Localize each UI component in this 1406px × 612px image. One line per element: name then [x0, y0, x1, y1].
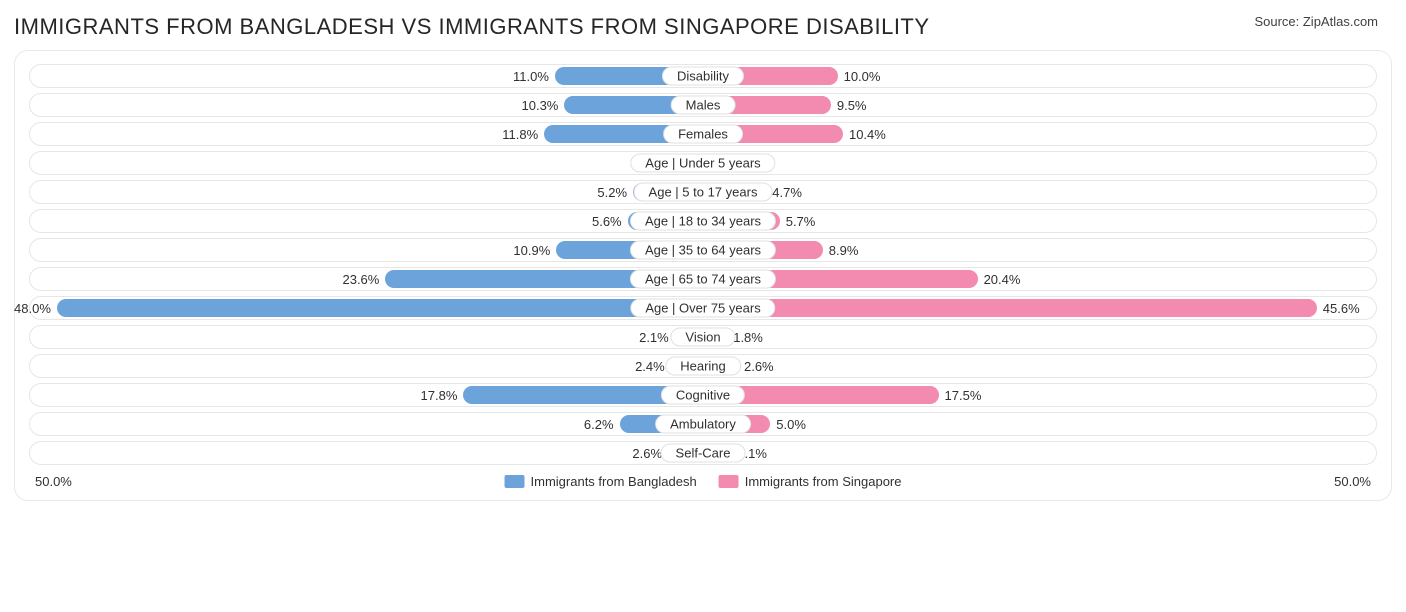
legend-swatch-left	[505, 475, 525, 488]
value-label-right: 9.5%	[831, 94, 867, 116]
legend: Immigrants from Bangladesh Immigrants fr…	[505, 474, 902, 489]
category-label: Ambulatory	[655, 415, 751, 434]
category-label: Age | Over 75 years	[630, 299, 775, 318]
legend-item-left: Immigrants from Bangladesh	[505, 474, 697, 489]
value-label-left: 2.1%	[639, 326, 675, 348]
diverging-bar-chart: 11.0%10.0%Disability10.3%9.5%Males11.8%1…	[14, 50, 1392, 501]
category-label: Cognitive	[661, 386, 745, 405]
value-label-right: 2.6%	[738, 355, 774, 377]
value-label-left: 10.3%	[522, 94, 565, 116]
category-label: Age | 5 to 17 years	[634, 183, 773, 202]
value-label-left: 5.6%	[592, 210, 628, 232]
chart-row: 2.4%2.6%Hearing	[29, 354, 1377, 378]
bar-right	[703, 299, 1317, 317]
axis-max-left: 50.0%	[35, 474, 72, 489]
value-label-left: 48.0%	[14, 297, 57, 319]
chart-row: 0.85%1.1%Age | Under 5 years	[29, 151, 1377, 175]
value-label-left: 17.8%	[421, 384, 464, 406]
value-label-right: 5.7%	[780, 210, 816, 232]
chart-row: 2.6%2.1%Self-Care	[29, 441, 1377, 465]
category-label: Females	[663, 125, 743, 144]
chart-row: 5.2%4.7%Age | 5 to 17 years	[29, 180, 1377, 204]
chart-row: 10.9% 8.9% Age | 35 to 64 years	[29, 238, 1377, 262]
category-label: Age | 18 to 34 years	[630, 212, 776, 231]
category-label: Disability	[662, 67, 744, 86]
category-label: Age | 65 to 74 years	[630, 270, 776, 289]
legend-item-right: Immigrants from Singapore	[719, 474, 902, 489]
value-label-right: 45.6%	[1317, 297, 1360, 319]
chart-row: 23.6% 20.4% Age | 65 to 74 years	[29, 267, 1377, 291]
value-label-right: 5.0%	[770, 413, 806, 435]
category-label: Hearing	[665, 357, 741, 376]
chart-row: 6.2% 5.0% Ambulatory	[29, 412, 1377, 436]
category-label: Males	[671, 96, 736, 115]
legend-label-right: Immigrants from Singapore	[745, 474, 902, 489]
chart-row: 2.1%1.8%Vision	[29, 325, 1377, 349]
category-label: Age | Under 5 years	[630, 154, 775, 173]
value-label-right: 17.5%	[939, 384, 982, 406]
header: IMMIGRANTS FROM BANGLADESH VS IMMIGRANTS…	[0, 0, 1406, 46]
value-label-left: 11.8%	[502, 123, 544, 145]
chart-row: 48.0%45.6%Age | Over 75 years	[29, 296, 1377, 320]
bar-left	[57, 299, 703, 317]
value-label-right: 8.9%	[823, 239, 859, 261]
value-label-left: 23.6%	[342, 268, 385, 290]
value-label-left: 6.2%	[584, 413, 620, 435]
value-label-left: 11.0%	[513, 65, 555, 87]
value-label-right: 20.4%	[978, 268, 1021, 290]
legend-label-left: Immigrants from Bangladesh	[531, 474, 697, 489]
axis-row: 50.0% Immigrants from Bangladesh Immigra…	[29, 470, 1377, 496]
value-label-right: 10.4%	[843, 123, 886, 145]
category-label: Age | 35 to 64 years	[630, 241, 776, 260]
chart-row: 11.0% 10.0% Disability	[29, 64, 1377, 88]
category-label: Self-Care	[661, 444, 746, 463]
page-title: IMMIGRANTS FROM BANGLADESH VS IMMIGRANTS…	[14, 14, 930, 40]
value-label-left: 5.2%	[597, 181, 633, 203]
value-label-right: 10.0%	[838, 65, 881, 87]
chart-row: 11.8% 10.4% Females	[29, 122, 1377, 146]
axis-max-right: 50.0%	[1334, 474, 1371, 489]
chart-row: 17.8% 17.5% Cognitive	[29, 383, 1377, 407]
chart-row: 10.3% 9.5% Males	[29, 93, 1377, 117]
legend-swatch-right	[719, 475, 739, 488]
source-attribution: Source: ZipAtlas.com	[1254, 14, 1378, 29]
category-label: Vision	[670, 328, 735, 347]
value-label-left: 10.9%	[513, 239, 556, 261]
chart-row: 5.6% 5.7%Age | 18 to 34 years	[29, 209, 1377, 233]
